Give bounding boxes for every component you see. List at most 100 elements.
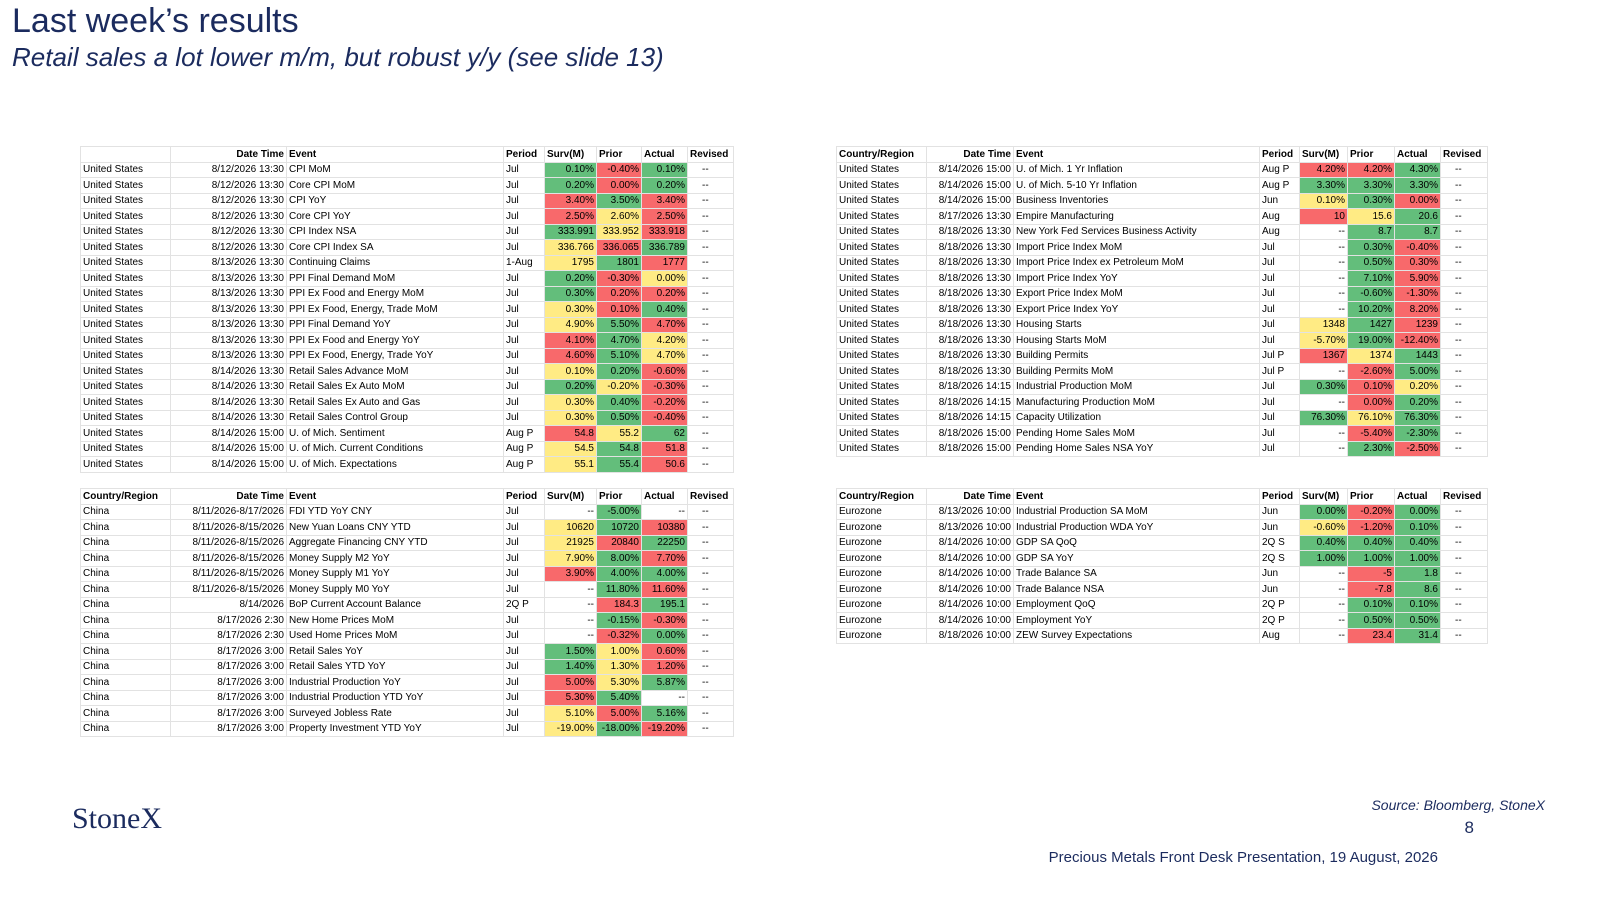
cell: 0.30% [544,301,597,318]
cell: Core CPI MoM [286,177,504,194]
cell: 7.10% [1347,270,1395,287]
cell: 5.90% [1394,270,1441,287]
cell: -- [687,316,734,333]
table-row: United States 8/12/2026 13:30 Core CPI YoY… [80,208,734,225]
cell: 0.50% [1394,612,1441,629]
column-header: Period [503,488,545,505]
cell: Import Price Index YoY [1013,270,1260,287]
cell: United States [836,316,927,333]
cell: 8/18/2026 15:00 [926,440,1014,457]
cell: China [80,643,171,660]
cell: Jul [503,674,545,691]
cell: Manufacturing Production MoM [1013,394,1260,411]
source: Source: Bloomberg, StoneX [1371,797,1545,813]
cell: 1801 [596,254,642,271]
cell: -- [544,581,597,598]
cell: -- [1440,285,1488,302]
cell: 55.1 [544,456,597,473]
column-header: Country/Region [836,146,927,163]
cell: 3.30% [1299,177,1348,194]
cell: United States [836,347,927,364]
cell: 0.00% [1394,503,1441,520]
cell: -- [687,347,734,364]
cell: Jul [503,270,545,287]
cell: 23.4 [1347,627,1395,644]
table-row: United States 8/17/2026 13:30 Empire Manuf… [836,208,1488,225]
cell: Jul [1259,332,1300,349]
cell: -- [1299,565,1348,582]
column-header: Prior [596,488,642,505]
cell: -- [687,705,734,722]
cell: 10380 [641,519,688,536]
cell: -0.60% [641,363,688,380]
cell: Eurozone [836,519,927,536]
cell: FDI YTD YoY CNY [286,503,504,520]
cell: Jul [1259,285,1300,302]
column-header: Date Time [170,488,287,505]
cell: Import Price Index ex Petroleum MoM [1013,254,1260,271]
cell: -- [687,612,734,629]
cell: 0.30% [1394,254,1441,271]
cell: -- [1440,208,1488,225]
cell: 7.70% [641,550,688,567]
cell: Trade Balance NSA [1013,581,1260,598]
cell: 0.00% [1394,192,1441,209]
cell: 54.5 [544,440,597,457]
table-row: United States 8/18/2026 15:00 Pending Home… [836,440,1488,457]
cell: 7.90% [544,550,597,567]
cell: United States [80,409,171,426]
cell: GDP SA YoY [1013,550,1260,567]
cell: 2.60% [596,208,642,225]
cell: Jul [1259,425,1300,442]
table-row: United States 8/13/2026 13:30 PPI Ex Food … [80,332,734,349]
cell: -- [687,550,734,567]
cell: Jul [503,409,545,426]
cell: -0.32% [596,627,642,644]
cell: 0.20% [544,378,597,395]
column-header: Country/Region [80,488,171,505]
cell: 1.40% [544,658,597,675]
cell: 4.20% [1347,161,1395,178]
cell: 8.7 [1394,223,1441,240]
header-row: Country/Region Date Time Event Period Surv(M… [836,146,1488,163]
cell: Aug [1259,223,1300,240]
cell: 8/14/2026 15:00 [170,456,287,473]
cell: Jul [503,208,545,225]
cell: 4.00% [641,565,688,582]
cell: 4.10% [544,332,597,349]
cell: -- [1440,378,1488,395]
cell: 8/12/2026 13:30 [170,177,287,194]
table-row: United States 8/18/2026 14:15 Industrial P… [836,378,1488,395]
cell: -0.30% [641,612,688,629]
cell: 0.10% [1299,192,1348,209]
cell: 8/11/2026-8/15/2026 [170,534,287,551]
cell: -19.20% [641,720,688,737]
cell: 5.00% [544,674,597,691]
cell: U. of Mich. Sentiment [286,425,504,442]
table-row: United States 8/18/2026 13:30 Housing Star… [836,316,1488,333]
cell: 54.8 [544,425,597,442]
cell: Money Supply M1 YoY [286,565,504,582]
table-row: China 8/14/2026 BoP Current Account Balanc… [80,596,734,613]
cell: United States [836,208,927,225]
table-row: China 8/17/2026 3:00 Retail Sales YTD YoY J… [80,658,734,675]
table-row: United States 8/14/2026 15:00 U. of Mich. … [80,425,734,442]
cell: Jul [503,658,545,675]
cell: -- [1299,301,1348,318]
cell: United States [80,223,171,240]
cell: Aug [1259,208,1300,225]
cell: China [80,658,171,675]
cell: Employment QoQ [1013,596,1260,613]
cell: -- [1440,440,1488,457]
cell: -- [1440,627,1488,644]
cell: Jul [503,332,545,349]
cell: -- [1440,425,1488,442]
cell: 8/17/2026 2:30 [170,627,287,644]
cell: PPI Final Demand MoM [286,270,504,287]
cell: Industrial Production MoM [1013,378,1260,395]
cell: -- [1299,239,1348,256]
cell: China [80,550,171,567]
cell: 8/18/2026 13:30 [926,363,1014,380]
cell: 0.20% [544,270,597,287]
cell: Trade Balance SA [1013,565,1260,582]
